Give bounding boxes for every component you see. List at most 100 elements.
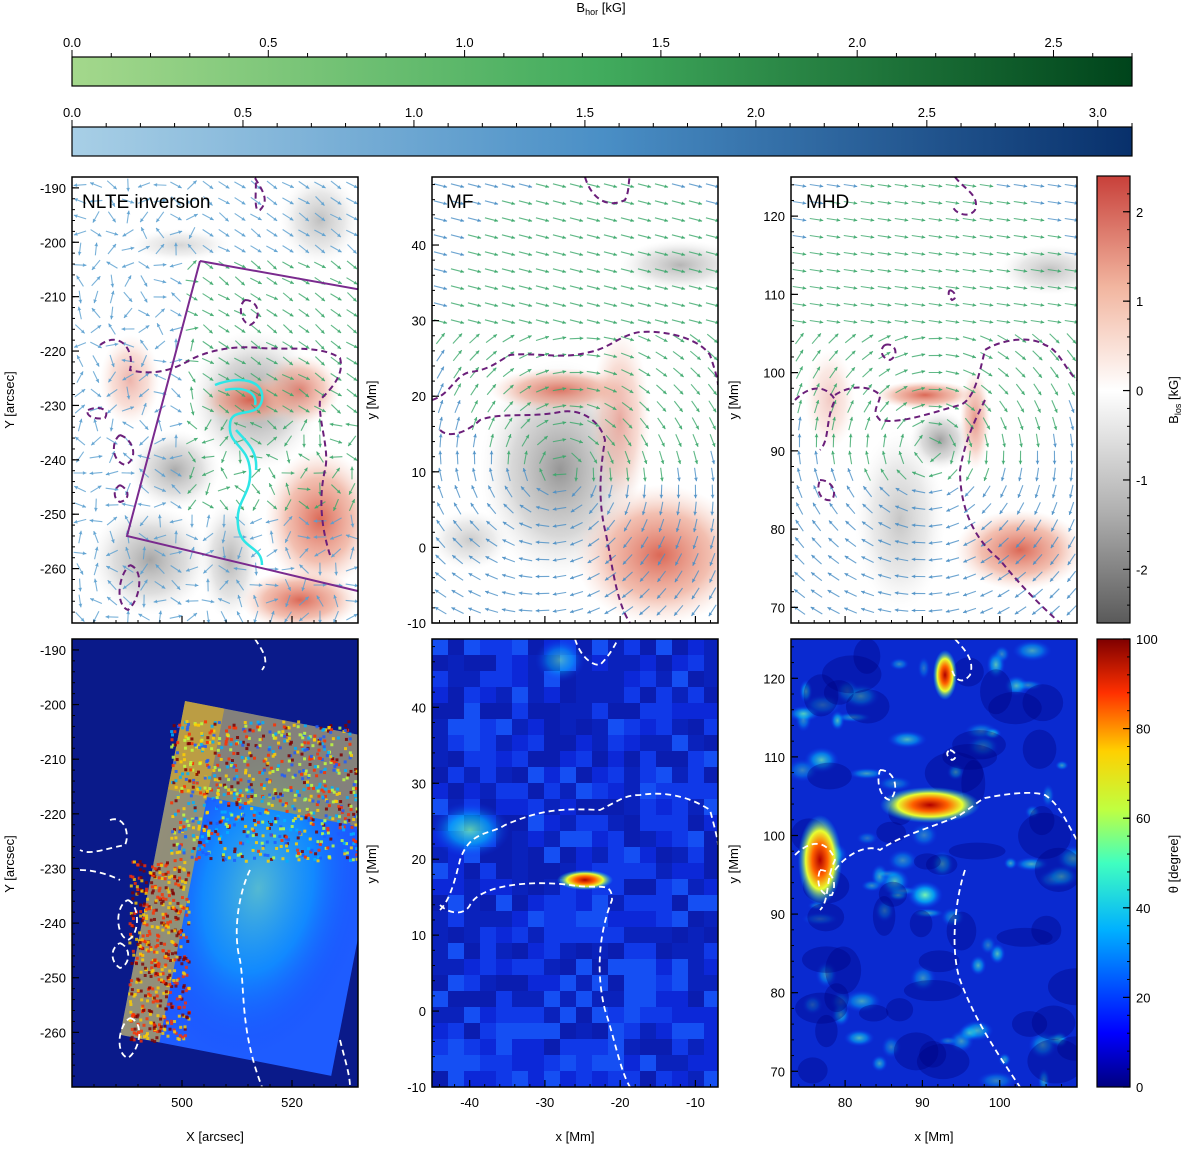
theta-mf-contour (439, 639, 718, 1087)
y-tick-label: -220 (40, 807, 66, 822)
theta-nlte-ylabel: Y [arcsec] (2, 835, 17, 893)
y-tick-label: 40 (412, 700, 426, 715)
bhor-tick-label: 0.5 (259, 35, 277, 50)
panel2-axes: 40 30 20 10 0 -10 (407, 184, 711, 631)
y-tick-label: -240 (40, 916, 66, 931)
theta-mf-ylabel: y [Mm] (364, 845, 379, 884)
y-tick-label: 120 (763, 671, 785, 686)
y-tick-label: 110 (764, 750, 785, 765)
x-tick-label: 520 (281, 1095, 303, 1110)
mhd-contour-purple (794, 177, 1077, 623)
y-tick-label: 120 (763, 209, 785, 224)
bhor-tick-label: 0.0 (63, 35, 81, 50)
theta-mhd-contour (794, 639, 1077, 1087)
y-tick-label: 100 (763, 828, 785, 843)
bhor-bottom-ticks: 0.0 0.5 1.0 1.5 2.0 2.5 3.0 (63, 105, 1133, 127)
panel-mhd-theta: 120 110 100 90 80 70 80 90 100 y [Mm] x [Mm] (726, 638, 1078, 1144)
panel5-axes: 40 30 20 10 0 -10 -40 -30 -20 -10 (407, 646, 711, 1110)
bhor-tick-label: 1.0 (456, 35, 474, 50)
cbar-tick-label: -1 (1136, 473, 1148, 488)
y-tick-label: -10 (407, 1080, 426, 1095)
x-tick-label: 90 (915, 1095, 929, 1110)
bhor-tick-label: 1.5 (576, 105, 594, 120)
y-tick-label: -230 (40, 861, 66, 876)
y-tick-label: -190 (40, 181, 66, 196)
cbar-tick-label: 1 (1136, 294, 1143, 309)
cbar-tick-label: 60 (1136, 811, 1150, 826)
cbar-tick-label: 0 (1136, 1080, 1143, 1095)
blos-ticks: 2 1 0 -1 -2 (1123, 175, 1148, 624)
bhor-tick-label: 2.5 (1044, 35, 1062, 50)
bhor-tick-label: 1.0 (405, 105, 423, 120)
blue-colorbar (71, 126, 1133, 157)
y-tick-label: 80 (771, 522, 785, 537)
y-tick-label: -250 (40, 507, 66, 522)
y-tick-label: 20 (412, 389, 426, 404)
mf-contour-purple (432, 177, 718, 623)
theta-nlte-xlabel: X [arcsec] (186, 1129, 244, 1144)
y-tick-label: 0 (419, 1004, 426, 1019)
theta-nlte-contour (79, 639, 351, 1087)
y-tick-label: -220 (40, 344, 66, 359)
panel4-axes: -190 -200 -210 -220 -230 -240 -250 -260 500 520 (40, 638, 359, 1110)
y-tick-label: -240 (40, 453, 66, 468)
nlte-fov-box (125, 260, 358, 593)
panel6-axes: 120 110 100 90 80 70 80 90 100 (763, 646, 1078, 1110)
y-tick-label: 0 (419, 540, 426, 555)
y-tick-label: 90 (771, 907, 785, 922)
nlte-ylabel: Y [arcsec] (2, 371, 17, 429)
nlte-label: NLTE inversion (82, 192, 210, 213)
blos-label: Blos [kG] (1166, 376, 1183, 424)
y-tick-label: 30 (412, 314, 426, 329)
x-tick-label: -10 (686, 1095, 705, 1110)
y-tick-label: 10 (412, 928, 426, 943)
y-tick-label: 70 (771, 600, 785, 615)
cbar-tick-label: -2 (1136, 562, 1148, 577)
theta-mf-xlabel: x [Mm] (556, 1129, 595, 1144)
cyan-contour (214, 378, 264, 566)
bhor-tick-label: 0.5 (234, 105, 252, 120)
cbar-tick-label: 80 (1136, 722, 1150, 737)
mf-label: MF (446, 192, 473, 213)
y-tick-label: -200 (40, 698, 66, 713)
panel-mhd-blos: MHD 120 110 100 90 80 70 y [Mm] (726, 176, 1078, 624)
bhor-tick-label: 1.5 (652, 35, 670, 50)
panel3-axes: 120 110 100 90 80 70 (763, 184, 1078, 624)
y-tick-label: -260 (40, 562, 66, 577)
bhor-colorbars: Bhor [kG] 0.0 0.5 1.0 1.5 2.0 2.5 0.0 0.5 1.0 1.… (63, 0, 1133, 157)
theta-label: θ [degree] (1166, 835, 1181, 894)
y-tick-label: -250 (40, 971, 66, 986)
y-tick-label: 70 (771, 1064, 785, 1079)
y-tick-label: -200 (40, 235, 66, 250)
bhor-tick-label: 2.0 (747, 105, 765, 120)
panel1-axes: -190 -200 -210 -220 -230 -240 -250 -260 (40, 176, 359, 624)
x-tick-label: 500 (171, 1095, 193, 1110)
x-tick-label: -20 (611, 1095, 630, 1110)
y-tick-label: -190 (40, 643, 66, 658)
bhor-tick-label: 0.0 (63, 105, 81, 120)
bhor-title: Bhor [kG] (576, 0, 625, 17)
y-tick-label: -260 (40, 1025, 66, 1040)
panel-mf-blos: MF 40 30 20 10 0 -10 y [Mm] (364, 176, 719, 631)
theta-colorbar: 100 80 60 40 20 0 θ [degree] (1096, 632, 1181, 1095)
y-tick-label: 20 (412, 852, 426, 867)
bhor-top-ticks: 0.0 0.5 1.0 1.5 2.0 2.5 (63, 35, 1133, 57)
nlte-contour-purple (86, 177, 342, 612)
theta-mhd-xlabel: x [Mm] (915, 1129, 954, 1144)
mhd-ylabel: y [Mm] (726, 381, 741, 420)
cbar-tick-label: 40 (1136, 901, 1150, 916)
panel-nlte-blos: NLTE inversion -190-200-210-220-230-240-… (2, 176, 359, 624)
y-tick-label: -230 (40, 398, 66, 413)
y-tick-label: 100 (763, 366, 785, 381)
y-tick-label: -10 (407, 616, 426, 631)
mf-ylabel: y [Mm] (364, 381, 379, 420)
panel-mf-theta: 40 30 20 10 0 -10 -40 -30 -20 -10 y [Mm] x [Mm] (364, 638, 719, 1144)
mhd-label: MHD (806, 192, 849, 213)
blos-colorbar: 2 1 0 -1 -2 Blos [kG] (1096, 175, 1183, 624)
green-colorbar (71, 56, 1133, 87)
x-tick-label: -40 (460, 1095, 479, 1110)
y-tick-label: 110 (764, 287, 785, 302)
bhor-tick-label: 3.0 (1089, 105, 1107, 120)
y-tick-label: 80 (771, 986, 785, 1001)
y-tick-label: 40 (412, 238, 426, 253)
